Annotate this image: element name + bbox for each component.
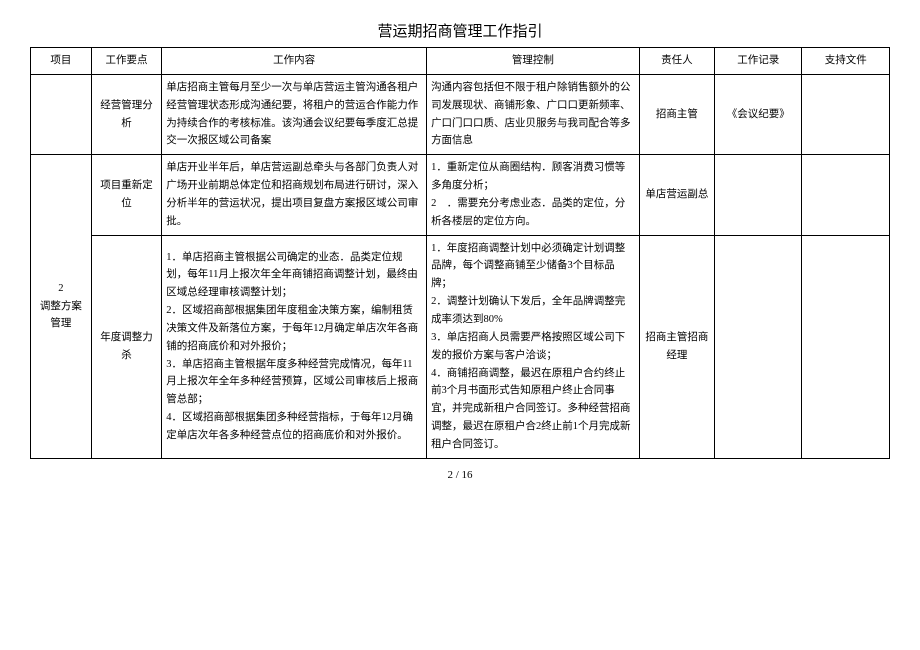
cell-control: 1．年度招商调整计划中必须确定计划调整品牌，每个调整商铺至少储备3个目标品牌；2…	[427, 235, 640, 458]
cell-person: 招商主管招商经理	[639, 235, 714, 458]
main-table: 项目 工作要点 工作内容 管理控制 责任人 工作记录 支持文件 经营管理分析 单…	[30, 47, 890, 459]
table-row: 年度调整力杀 1．单店招商主管根据公司确定的业态．品类定位规划，每年11月上报次…	[31, 235, 890, 458]
cell-content: 单店招商主管每月至少一次与单店营运主管沟通各租户经营管理状态形成沟通纪要，将租户…	[162, 74, 427, 154]
th-person: 责任人	[639, 48, 714, 75]
th-project: 项目	[31, 48, 92, 75]
cell-point: 经营管理分析	[91, 74, 161, 154]
cell-file	[802, 155, 890, 235]
th-point: 工作要点	[91, 48, 161, 75]
th-record: 工作记录	[715, 48, 802, 75]
table-header-row: 项目 工作要点 工作内容 管理控制 责任人 工作记录 支持文件	[31, 48, 890, 75]
cell-person: 单店营运副总	[639, 155, 714, 235]
page-title: 营运期招商管理工作指引	[30, 20, 890, 41]
th-control: 管理控制	[427, 48, 640, 75]
table-row: 2调整方案管理 项目重新定位 单店开业半年后，单店营运副总牵头与各部门负责人对广…	[31, 155, 890, 235]
cell-content: 1．单店招商主管根据公司确定的业态．品类定位规划，每年11月上报次年全年商铺招商…	[162, 235, 427, 458]
table-row: 经营管理分析 单店招商主管每月至少一次与单店营运主管沟通各租户经营管理状态形成沟…	[31, 74, 890, 154]
th-content: 工作内容	[162, 48, 427, 75]
cell-project	[31, 74, 92, 154]
th-file: 支持文件	[802, 48, 890, 75]
cell-point: 项目重新定位	[91, 155, 161, 235]
cell-person: 招商主管	[639, 74, 714, 154]
cell-record: 《会议纪要》	[715, 74, 802, 154]
cell-content: 单店开业半年后，单店营运副总牵头与各部门负责人对广场开业前期总体定位和招商规划布…	[162, 155, 427, 235]
cell-point: 年度调整力杀	[91, 235, 161, 458]
cell-record	[715, 235, 802, 458]
cell-file	[802, 74, 890, 154]
cell-control: 1．重新定位从商圈结构．顾客消费习惯等多角度分析；2 ．需要充分考虑业态．品类的…	[427, 155, 640, 235]
cell-control: 沟通内容包括但不限于租户除销售额外的公司发展现状、商铺形象、广口口更新频率、广口…	[427, 74, 640, 154]
cell-project: 2调整方案管理	[31, 155, 92, 459]
cell-file	[802, 235, 890, 458]
cell-record	[715, 155, 802, 235]
page-footer: 2 / 16	[30, 469, 890, 481]
